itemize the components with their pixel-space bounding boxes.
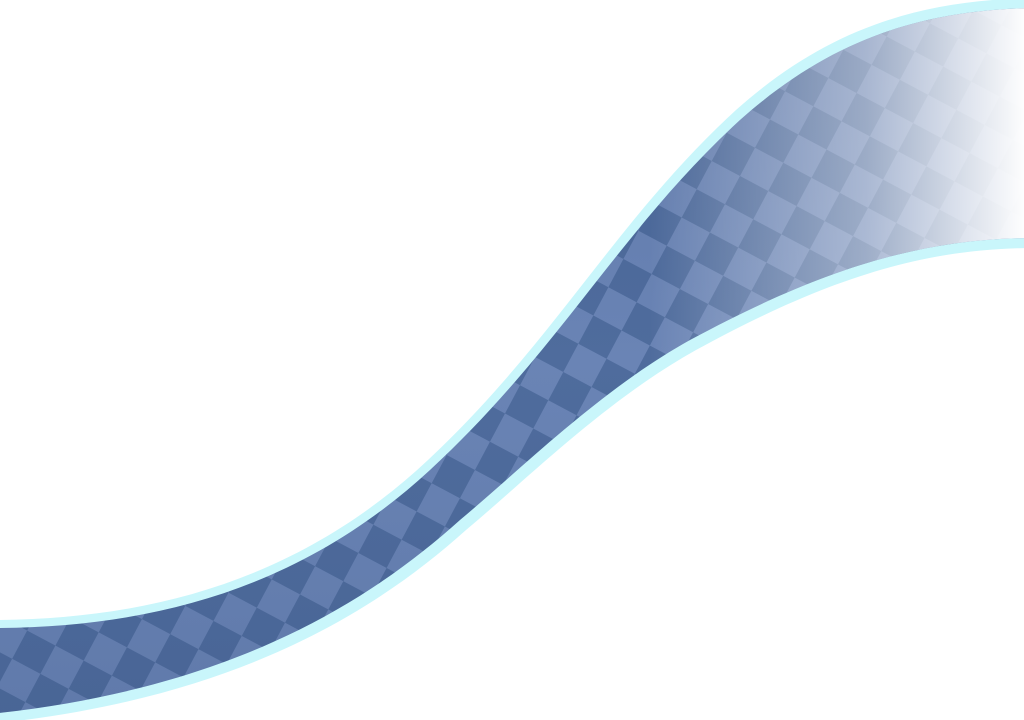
wallpaper-canvas xyxy=(0,0,1024,720)
checkered-wave-ribbon-graphic xyxy=(0,0,1024,720)
